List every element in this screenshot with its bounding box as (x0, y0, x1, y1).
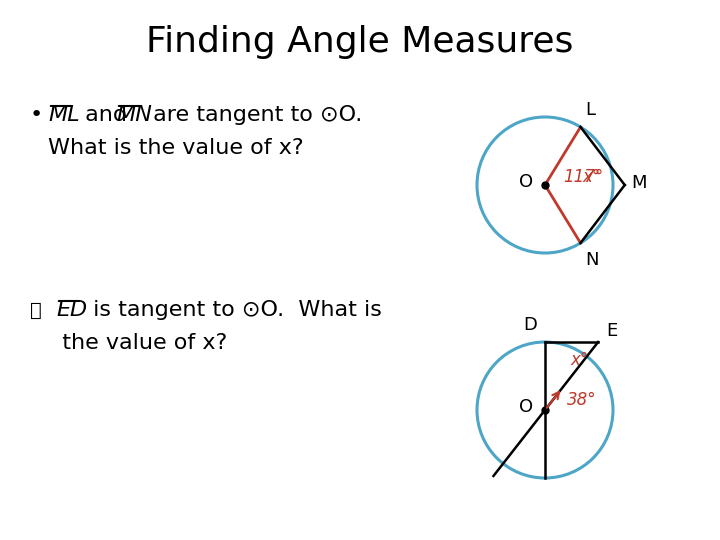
Text: x°: x° (582, 168, 601, 186)
Text: E: E (606, 322, 617, 340)
Text: 🖐: 🖐 (30, 300, 42, 320)
Text: 38°: 38° (567, 391, 597, 409)
Text: is tangent to ⊙O.  What is: is tangent to ⊙O. What is (86, 300, 382, 320)
Text: ED: ED (56, 300, 87, 320)
Text: ML: ML (48, 105, 80, 125)
Text: 117°: 117° (563, 168, 603, 186)
Text: MN: MN (116, 105, 152, 125)
Text: the value of x?: the value of x? (48, 333, 228, 353)
Text: and: and (78, 105, 134, 125)
Text: x°: x° (570, 351, 588, 369)
Text: O: O (519, 398, 533, 416)
Text: L: L (585, 101, 595, 119)
Text: M: M (631, 174, 647, 192)
Text: are tangent to ⊙O.: are tangent to ⊙O. (146, 105, 362, 125)
Text: D: D (523, 316, 537, 334)
Text: N: N (585, 251, 599, 269)
Text: O: O (519, 173, 533, 191)
Text: What is the value of x?: What is the value of x? (48, 138, 304, 158)
Text: Finding Angle Measures: Finding Angle Measures (146, 25, 574, 59)
Text: •: • (30, 105, 50, 125)
